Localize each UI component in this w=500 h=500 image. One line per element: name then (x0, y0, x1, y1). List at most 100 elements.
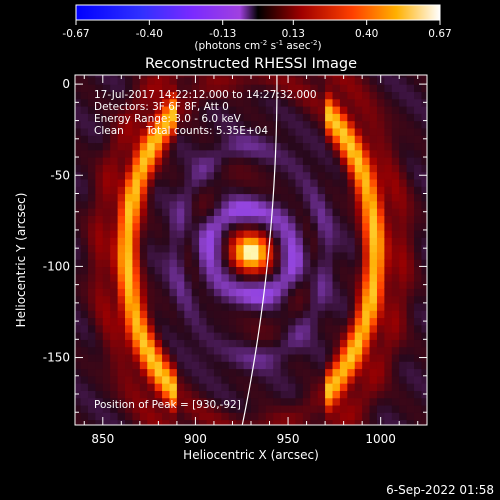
heatmap-cell (236, 149, 245, 158)
heatmap-cell (117, 353, 126, 362)
heatmap-cell (147, 412, 156, 421)
heatmap-cell (184, 324, 193, 333)
heatmap-cell (221, 120, 230, 129)
heatmap-cell (75, 164, 82, 173)
heatmap-cell (325, 361, 334, 370)
heatmap-cell (369, 84, 378, 93)
heatmap-cell (117, 200, 126, 209)
x-tick-labels: 850 900 950 1000 (91, 432, 396, 446)
heatmap-cell (236, 171, 245, 180)
heatmap-cell (325, 149, 334, 158)
heatmap-cell (110, 75, 119, 78)
heatmap-cell (251, 412, 260, 421)
heatmap-cell (325, 346, 334, 355)
heatmap-cell (384, 317, 393, 326)
heatmap-cell (288, 383, 297, 391)
heatmap-cell (162, 135, 171, 144)
heatmap-cell (391, 171, 400, 180)
heatmap-cell (288, 404, 297, 413)
heatmap-cell (176, 98, 185, 107)
heatmap-cell (199, 135, 208, 144)
heatmap-cell (369, 237, 378, 246)
heatmap-cell (132, 310, 141, 319)
heatmap-cell (169, 113, 178, 122)
heatmap-cell (347, 237, 356, 246)
heatmap-cell (421, 157, 427, 165)
heatmap-cell (376, 288, 385, 297)
heatmap-cell (221, 157, 230, 165)
heatmap-cell (414, 361, 423, 370)
heatmap-cell (75, 200, 82, 209)
heatmap-cell (391, 91, 400, 100)
heatmap-cell (362, 259, 371, 268)
heatmap-cell (362, 113, 371, 122)
heatmap-cell (376, 208, 385, 216)
heatmap-cell (191, 368, 200, 377)
heatmap-cell (265, 186, 274, 195)
heatmap-cell (75, 120, 82, 129)
heatmap-cell (391, 251, 400, 260)
heatmap-cell (384, 193, 393, 202)
heatmap-cell (213, 244, 222, 253)
heatmap-cell (117, 375, 126, 384)
heatmap-cell (317, 149, 326, 158)
heatmap-cell (206, 105, 215, 114)
heatmap-cell (339, 339, 348, 348)
heatmap-cell (176, 208, 185, 216)
heatmap-cell (75, 193, 82, 202)
heatmap-cell (347, 98, 356, 107)
heatmap-cell (117, 84, 126, 93)
heatmap-cell (236, 127, 245, 136)
heatmap-cell (221, 361, 230, 370)
heatmap-cell (251, 368, 260, 377)
heatmap-cell (162, 142, 171, 151)
heatmap-cell (399, 397, 408, 406)
heatmap-cell (399, 149, 408, 158)
heatmap-cell (302, 295, 311, 304)
heatmap-cell (213, 310, 222, 319)
heatmap-cell (302, 120, 311, 129)
heatmap-cell (288, 310, 297, 319)
heatmap-cell (125, 302, 134, 311)
heatmap-cell (332, 419, 341, 425)
heatmap-cell (302, 324, 311, 333)
heatmap-cell (369, 339, 378, 348)
heatmap-cell (302, 208, 311, 216)
heatmap-cell (125, 208, 134, 216)
heatmap-cell (102, 157, 111, 165)
heatmap-cell (339, 98, 348, 107)
heatmap-cell (251, 346, 260, 355)
heatmap-cell (184, 361, 193, 370)
heatmap-cell (399, 84, 408, 93)
heatmap-cell (391, 186, 400, 195)
heatmap-cell (302, 222, 311, 231)
heatmap-cell (325, 251, 334, 260)
heatmap-cell (213, 383, 222, 391)
heatmap-cell (251, 215, 260, 224)
heatmap-cell (206, 404, 215, 413)
heatmap-cell (399, 215, 408, 224)
heatmap-cell (251, 113, 260, 122)
heatmap-cell (221, 375, 230, 384)
heatmap-cell (288, 288, 297, 297)
heatmap-cell (125, 178, 134, 187)
heatmap-cell (80, 149, 89, 158)
heatmap-cell (317, 244, 326, 253)
heatmap-cell (399, 75, 408, 78)
heatmap-cell (199, 149, 208, 158)
heatmap-cell (414, 302, 423, 311)
heatmap-cell (236, 273, 245, 282)
heatmap-cell (213, 193, 222, 202)
heatmap-cell (332, 302, 341, 311)
heatmap-cell (243, 222, 252, 231)
heatmap-cell (221, 404, 230, 413)
heatmap-cell (310, 215, 319, 224)
heatmap-cell (95, 346, 104, 355)
heatmap-cell (421, 142, 427, 151)
heatmap-cell (154, 105, 163, 114)
heatmap-cell (362, 208, 371, 216)
heatmap-cell (102, 127, 111, 136)
heatmap-cell (80, 302, 89, 311)
heatmap-cell (213, 280, 222, 289)
heatmap-cell (288, 346, 297, 355)
